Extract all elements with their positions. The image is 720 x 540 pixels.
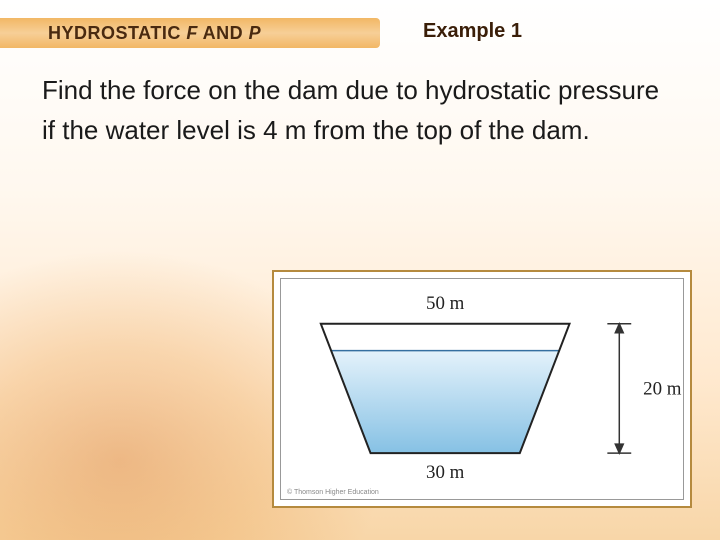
example-label: Example 1 [423, 20, 522, 43]
title-p: P [249, 23, 262, 43]
height-dimension [607, 324, 631, 453]
dam-figure: 50 m 30 m 20 m © Thomson Higher Educatio… [272, 270, 692, 508]
top-width-label: 50 m [426, 293, 465, 314]
figure-copyright: © Thomson Higher Education [287, 489, 379, 496]
height-label: 20 m [643, 378, 682, 399]
title-prefix: HYDROSTATIC [48, 23, 186, 43]
bottom-width-label: 30 m [426, 462, 465, 483]
dam-diagram-svg: 50 m 30 m 20 m [281, 279, 683, 500]
title-mid: AND [198, 23, 249, 43]
figure-inner-frame: 50 m 30 m 20 m © Thomson Higher Educatio… [280, 278, 684, 500]
slide-section-title: HYDROSTATIC F AND P [48, 23, 261, 44]
problem-statement: Find the force on the dam due to hydrost… [42, 70, 660, 151]
title-f: F [186, 23, 198, 43]
header-bar: HYDROSTATIC F AND P [0, 18, 380, 48]
